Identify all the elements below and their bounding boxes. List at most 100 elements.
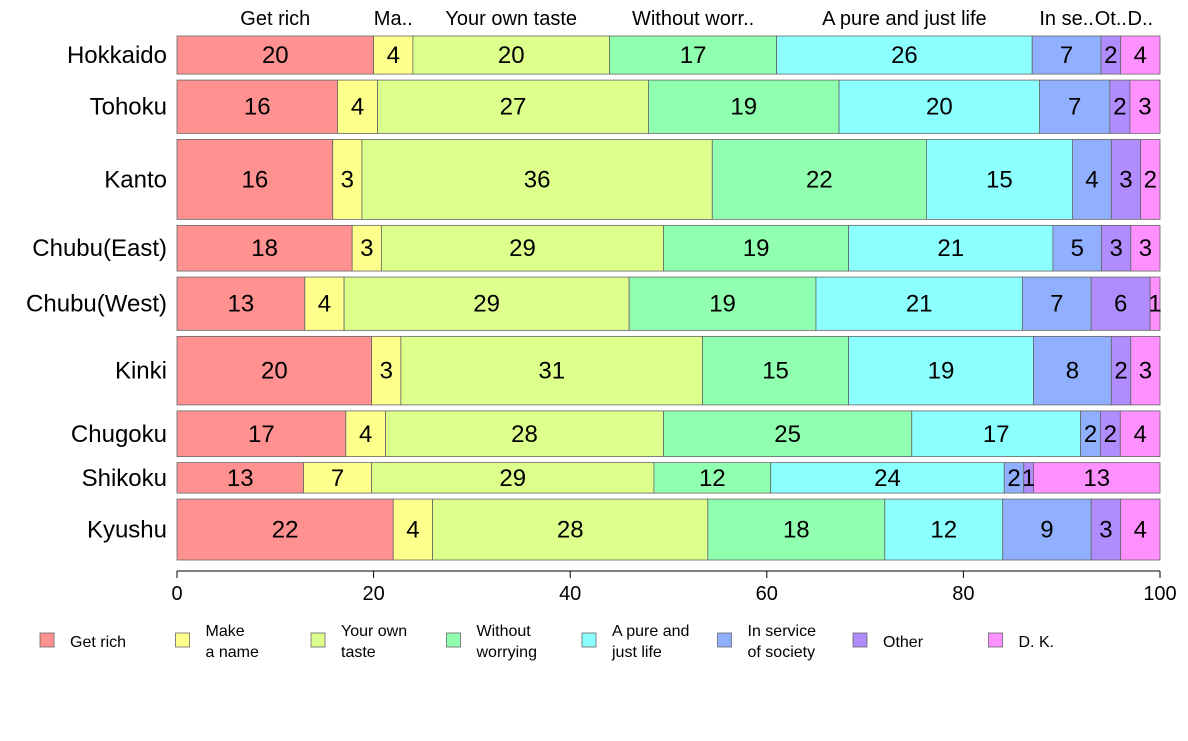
bar-segment xyxy=(1002,498,1092,561)
bar-value-label: 27 xyxy=(500,94,527,121)
legend-item: In service of society xyxy=(717,623,817,661)
bar-segment xyxy=(1120,498,1161,561)
bar-value-label: 19 xyxy=(743,235,770,262)
x-tick-label: 80 xyxy=(952,583,974,605)
bar-segment xyxy=(351,224,382,272)
bar-value-label: 4 xyxy=(351,94,364,121)
legend-item: D. K. xyxy=(988,632,1055,651)
bar-segment xyxy=(848,224,1054,272)
bar-value-label: 22 xyxy=(272,517,299,544)
legend: Get rich Make a name Your own taste Without wo… xyxy=(39,623,1055,661)
bar-segment xyxy=(1090,276,1151,331)
legend-label: Your own xyxy=(341,623,407,640)
legend-item: Your own taste xyxy=(310,623,407,661)
bar-segment xyxy=(707,498,886,561)
bar-value-label: 3 xyxy=(1139,358,1152,385)
bar-segment xyxy=(1033,335,1112,406)
bar-value-label: 3 xyxy=(1139,235,1152,262)
bar-segment xyxy=(838,79,1041,134)
bar-segment xyxy=(815,276,1023,331)
legend-item: Other xyxy=(852,632,924,651)
bar-value-label: 20 xyxy=(498,42,525,69)
bar-value-label: 3 xyxy=(341,166,354,193)
bar-segment xyxy=(380,224,665,272)
bar-segment xyxy=(1101,224,1132,272)
bar-value-label: 13 xyxy=(228,291,255,318)
bar-segment xyxy=(392,498,433,561)
bar-value-label: 2 xyxy=(1104,42,1117,69)
top-column-label: Your own taste xyxy=(445,8,577,30)
bar-segment xyxy=(1090,498,1122,561)
bar-segment xyxy=(702,335,849,406)
bar-value-label: 1 xyxy=(1022,465,1035,492)
category-label: Kyushu xyxy=(87,517,167,544)
bar-segment xyxy=(628,276,817,331)
top-labels-layer: Get rich Ma.. Your own taste Without worr..… xyxy=(240,8,1153,30)
bar-value-label: 4 xyxy=(359,421,372,448)
category-label: Kinki xyxy=(115,358,167,385)
legend-swatch xyxy=(175,632,190,648)
legend-item: Without worrying xyxy=(446,623,537,661)
top-column-label: Ma.. xyxy=(374,8,413,30)
bar-value-label: 19 xyxy=(709,291,736,318)
bar-segment xyxy=(304,276,345,331)
x-tick-label: 40 xyxy=(559,583,581,605)
bar-segment xyxy=(345,410,386,458)
bar-segment xyxy=(1052,224,1103,272)
bar-segment xyxy=(648,79,840,134)
bar-value-label: 13 xyxy=(227,465,254,492)
bar-segment xyxy=(1129,79,1161,134)
bar-value-label: 2 xyxy=(1113,94,1126,121)
bar-segment xyxy=(176,498,394,561)
bar-value-label: 28 xyxy=(511,421,538,448)
bar-segment xyxy=(373,35,414,75)
legend-label: of society xyxy=(748,644,816,661)
legend-label: Get rich xyxy=(70,634,126,651)
top-column-label: Ot.. xyxy=(1095,8,1127,30)
legend-label: Without xyxy=(477,623,532,640)
bar-value-label: 4 xyxy=(1134,517,1147,544)
top-column-label: In se.. xyxy=(1039,8,1093,30)
bar-segment xyxy=(711,138,927,220)
legend-swatch xyxy=(717,632,732,648)
bar-value-label: 9 xyxy=(1040,517,1053,544)
bar-segment xyxy=(1130,224,1161,272)
bar-segment xyxy=(1119,410,1161,458)
bar-segment xyxy=(385,410,664,458)
legend-item: Get rich xyxy=(39,632,126,651)
bar-segment xyxy=(176,410,347,458)
bar-value-label: 4 xyxy=(1085,166,1098,193)
bar-value-label: 16 xyxy=(244,94,271,121)
bar-value-label: 15 xyxy=(762,358,789,385)
bar-value-label: 1 xyxy=(1148,291,1161,318)
bar-segment xyxy=(1021,276,1092,331)
bar-value-label: 3 xyxy=(380,358,393,385)
bar-value-label: 22 xyxy=(806,166,833,193)
bar-segment xyxy=(176,462,304,494)
bar-value-label: 29 xyxy=(499,465,526,492)
bar-value-label: 4 xyxy=(387,42,400,69)
legend-label: D. K. xyxy=(1019,634,1055,651)
bar-segment xyxy=(303,462,373,494)
bar-value-label: 21 xyxy=(937,235,964,262)
bar-segment xyxy=(663,410,913,458)
category-label: Shikoku xyxy=(82,465,167,492)
legend-swatch xyxy=(446,632,461,648)
bar-segment xyxy=(1149,276,1161,331)
legend-label: In service xyxy=(748,623,817,640)
legend-label: A pure and xyxy=(612,623,689,640)
bar-value-label: 17 xyxy=(680,42,707,69)
bar-value-label: 3 xyxy=(1138,94,1151,121)
bar-value-label: 24 xyxy=(874,465,901,492)
bar-value-label: 2 xyxy=(1104,421,1117,448)
bar-value-label: 18 xyxy=(783,517,810,544)
bar-value-label: 20 xyxy=(262,42,289,69)
bar-segment xyxy=(1033,462,1161,494)
bar-value-label: 7 xyxy=(331,465,344,492)
bar-value-label: 13 xyxy=(1083,465,1110,492)
bar-value-label: 4 xyxy=(318,291,331,318)
top-column-label: Without worr.. xyxy=(632,8,754,30)
x-tick-label: 60 xyxy=(756,583,778,605)
bar-value-label: 4 xyxy=(406,517,419,544)
